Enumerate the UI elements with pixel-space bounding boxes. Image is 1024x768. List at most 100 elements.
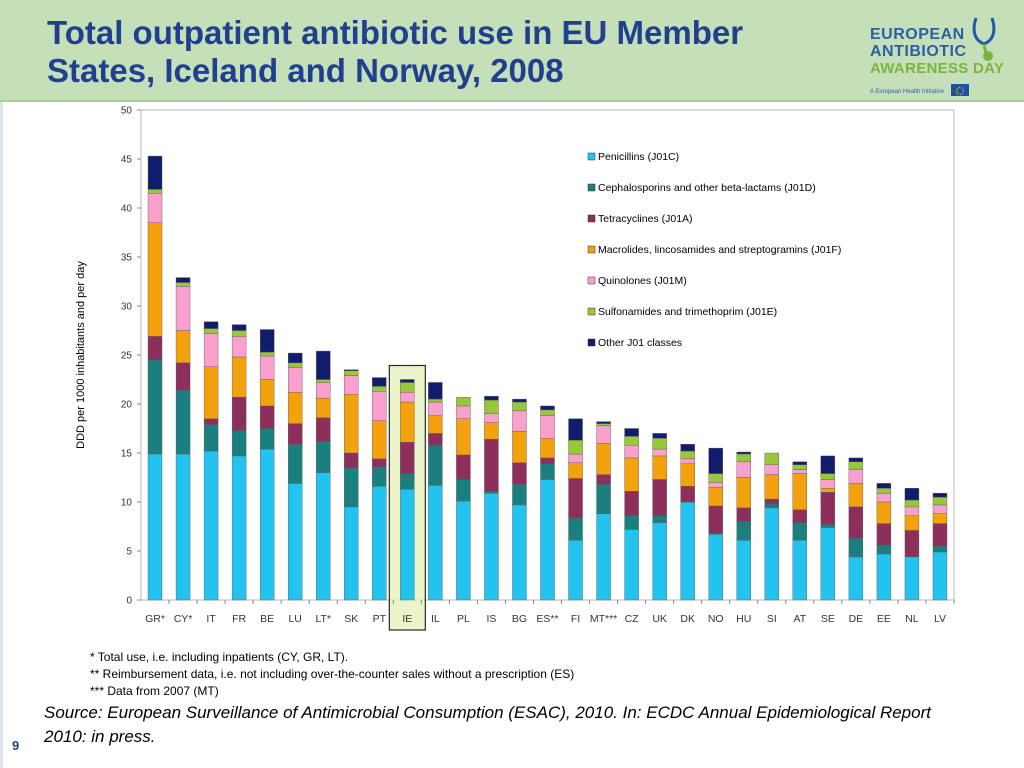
bar-segment-13-4 xyxy=(512,410,527,432)
bar-segment-21-0 xyxy=(736,540,751,601)
bar-segment-22-2 xyxy=(764,498,779,505)
bar-segment-8-5 xyxy=(372,386,387,392)
bar-segment-2-4 xyxy=(203,333,219,367)
bar-segment-27-3 xyxy=(904,515,920,531)
footnote-2: ** Reimbursement data, i.e. not includin… xyxy=(90,667,575,681)
bar-segment-5-3 xyxy=(287,392,303,424)
bar-segment-27-2 xyxy=(904,530,920,558)
bar-segment-1-4 xyxy=(175,286,191,331)
bar-segment-14-4 xyxy=(540,415,555,439)
legend-swatch-3 xyxy=(587,245,596,254)
bar-segment-20-2 xyxy=(708,505,723,534)
bar-segment-13-2 xyxy=(512,462,527,485)
y-tick-label: 45 xyxy=(121,155,133,166)
bar-segment-10-4 xyxy=(428,401,443,416)
bar-segment-26-3 xyxy=(876,501,892,524)
bar-segment-21-2 xyxy=(736,507,751,522)
bar-segment-2-6 xyxy=(203,321,219,329)
bar-segment-8-2 xyxy=(372,458,387,467)
bar-segment-15-5 xyxy=(568,440,583,455)
bar-segment-28-5 xyxy=(932,496,948,506)
legend-label-6: Other J01 classes xyxy=(598,337,682,349)
bar-segment-25-1 xyxy=(848,538,864,558)
bar-segment-25-0 xyxy=(848,556,864,601)
bar-segment-14-1 xyxy=(540,463,555,480)
legend-swatch-1 xyxy=(587,183,596,192)
bar-segment-4-5 xyxy=(259,351,275,357)
bar-segment-0-3 xyxy=(147,222,163,337)
y-tick-label: 50 xyxy=(121,106,133,117)
bar-segment-9-5 xyxy=(400,382,415,393)
bar-segment-25-6 xyxy=(848,457,864,463)
bar-segment-19-4 xyxy=(680,458,695,464)
x-tick-label: FI xyxy=(571,613,580,625)
bar-segment-5-5 xyxy=(287,362,303,368)
bar-segment-16-0 xyxy=(596,513,611,601)
bar-segment-14-3 xyxy=(540,438,555,459)
x-tick-label: ES** xyxy=(536,613,558,625)
x-tick-label: IS xyxy=(486,613,496,625)
bar-segment-26-4 xyxy=(876,492,892,503)
bar-segment-19-2 xyxy=(680,486,695,503)
bar-segment-3-6 xyxy=(231,324,247,331)
bar-segment-5-1 xyxy=(287,443,303,484)
bar-segment-6-3 xyxy=(316,397,331,418)
bar-segment-2-1 xyxy=(203,424,219,452)
x-tick-label: NO xyxy=(708,613,724,625)
bar-segment-23-4 xyxy=(792,469,808,474)
x-tick-label: BG xyxy=(512,613,527,625)
y-axis-label: DDD per 1000 inhabitants and per day xyxy=(75,261,87,449)
bar-segment-17-2 xyxy=(624,491,639,516)
bar-segment-12-5 xyxy=(484,399,499,414)
legend-label-3: Macrolides, lincosamides and streptogram… xyxy=(598,244,841,256)
bar-segment-22-5 xyxy=(764,452,779,465)
page-number: 9 xyxy=(12,738,20,753)
bar-segment-1-0 xyxy=(175,453,191,601)
bar-segment-6-1 xyxy=(316,441,331,473)
bar-segment-23-3 xyxy=(792,473,808,511)
bar-segment-6-4 xyxy=(316,382,331,399)
bar-segment-1-3 xyxy=(175,330,191,364)
bar-segment-17-1 xyxy=(624,515,639,530)
x-tick-label: SE xyxy=(821,613,835,625)
y-tick-label: 25 xyxy=(121,351,133,362)
bar-segment-18-4 xyxy=(652,448,667,457)
bar-segment-8-0 xyxy=(372,486,387,601)
bar-segment-1-1 xyxy=(175,390,191,455)
bar-segment-0-5 xyxy=(147,189,163,194)
y-tick-label: 15 xyxy=(121,449,133,460)
bar-segment-6-6 xyxy=(316,350,331,380)
bar-segment-15-2 xyxy=(568,478,583,518)
bar-segment-2-0 xyxy=(203,450,219,601)
bar-segment-15-3 xyxy=(568,462,583,479)
legend-swatch-4 xyxy=(587,276,596,285)
bar-segment-18-2 xyxy=(652,479,667,516)
bar-segment-4-6 xyxy=(259,329,275,353)
bar-segment-9-4 xyxy=(400,392,415,403)
bar-segment-26-0 xyxy=(876,553,892,601)
legend-swatch-0 xyxy=(587,152,596,161)
bar-segment-2-5 xyxy=(203,328,219,334)
bar-segment-19-5 xyxy=(680,450,695,460)
bar-segment-11-0 xyxy=(456,500,471,601)
bar-segment-10-2 xyxy=(428,433,443,446)
bar-segment-27-6 xyxy=(904,488,920,501)
bar-segment-11-2 xyxy=(456,454,471,480)
bar-segment-9-6 xyxy=(400,379,415,383)
bar-segment-26-1 xyxy=(876,544,892,555)
stethoscope-icon xyxy=(972,17,996,61)
logo-line-3: AWARENESS DAY xyxy=(870,60,1005,77)
bar-segment-17-6 xyxy=(624,428,639,437)
x-tick-label: BE xyxy=(260,613,274,625)
bar-segment-15-4 xyxy=(568,453,583,464)
bar-segment-12-0 xyxy=(484,492,499,601)
bar-segment-21-1 xyxy=(736,521,751,541)
x-tick-label: PT xyxy=(373,613,387,625)
bar-segment-9-3 xyxy=(400,401,415,443)
bar-segment-10-3 xyxy=(428,415,443,434)
footnote-1: * Total use, i.e. including inpatients (… xyxy=(90,650,349,664)
x-tick-label: DE xyxy=(849,613,864,625)
bar-segment-6-0 xyxy=(316,472,331,601)
bar-segment-24-3 xyxy=(820,488,836,493)
bar-segment-11-5 xyxy=(456,396,471,407)
